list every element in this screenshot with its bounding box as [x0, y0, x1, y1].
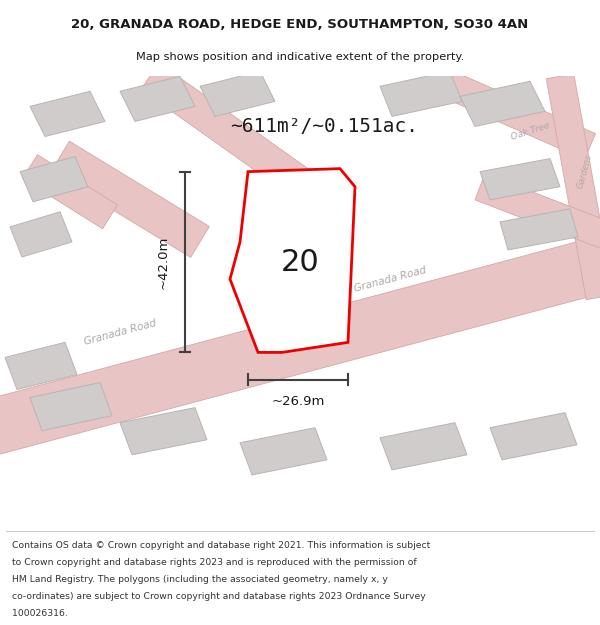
Text: 100026316.: 100026316.: [12, 609, 68, 618]
Polygon shape: [120, 408, 207, 455]
Polygon shape: [475, 174, 600, 250]
Text: Map shows position and indicative extent of the property.: Map shows position and indicative extent…: [136, 52, 464, 62]
Text: ~26.9m: ~26.9m: [271, 395, 325, 408]
Polygon shape: [460, 81, 545, 126]
Polygon shape: [230, 169, 355, 352]
Text: co-ordinates) are subject to Crown copyright and database rights 2023 Ordnance S: co-ordinates) are subject to Crown copyr…: [12, 592, 426, 601]
Text: Granada Road: Granada Road: [353, 264, 427, 294]
Polygon shape: [20, 157, 88, 202]
Polygon shape: [380, 422, 467, 470]
Text: Granada Road: Granada Road: [83, 318, 157, 347]
Polygon shape: [30, 91, 105, 136]
Text: 20, GRANADA ROAD, HEDGE END, SOUTHAMPTON, SO30 4AN: 20, GRANADA ROAD, HEDGE END, SOUTHAMPTON…: [71, 18, 529, 31]
Polygon shape: [0, 235, 600, 455]
Polygon shape: [490, 412, 577, 460]
Polygon shape: [480, 159, 560, 200]
Text: Contains OS data © Crown copyright and database right 2021. This information is : Contains OS data © Crown copyright and d…: [12, 541, 430, 550]
Text: HM Land Registry. The polygons (including the associated geometry, namely x, y: HM Land Registry. The polygons (includin…: [12, 574, 388, 584]
Text: ~42.0m: ~42.0m: [157, 236, 170, 289]
Polygon shape: [546, 74, 600, 299]
Text: 20: 20: [281, 248, 319, 276]
Polygon shape: [200, 71, 275, 116]
Polygon shape: [50, 141, 209, 258]
Polygon shape: [500, 209, 578, 250]
Polygon shape: [5, 342, 77, 389]
Polygon shape: [120, 76, 195, 121]
Polygon shape: [141, 63, 329, 210]
Text: Gardens: Gardens: [576, 154, 594, 190]
Polygon shape: [240, 428, 327, 475]
Polygon shape: [30, 382, 112, 431]
Polygon shape: [23, 155, 118, 229]
Text: Oak Tree: Oak Tree: [509, 121, 551, 142]
Polygon shape: [10, 212, 72, 257]
Text: to Crown copyright and database rights 2023 and is reproduced with the permissio: to Crown copyright and database rights 2…: [12, 558, 416, 567]
Polygon shape: [380, 71, 462, 116]
Polygon shape: [424, 63, 596, 159]
Text: ~611m²/~0.151ac.: ~611m²/~0.151ac.: [230, 117, 418, 136]
